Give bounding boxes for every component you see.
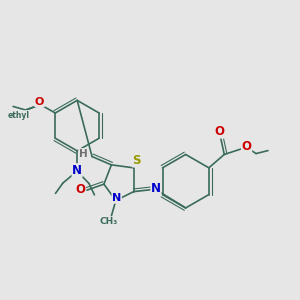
Text: CH₃: CH₃	[100, 217, 118, 226]
Text: S: S	[132, 154, 141, 167]
Text: N: N	[72, 164, 82, 177]
Text: N: N	[112, 193, 121, 203]
Text: O: O	[242, 140, 252, 153]
Text: ethyl: ethyl	[7, 111, 29, 120]
Text: O: O	[215, 125, 225, 138]
Text: H: H	[79, 148, 88, 159]
Text: N: N	[151, 182, 161, 195]
Text: O: O	[75, 183, 85, 196]
Text: O: O	[35, 97, 44, 107]
